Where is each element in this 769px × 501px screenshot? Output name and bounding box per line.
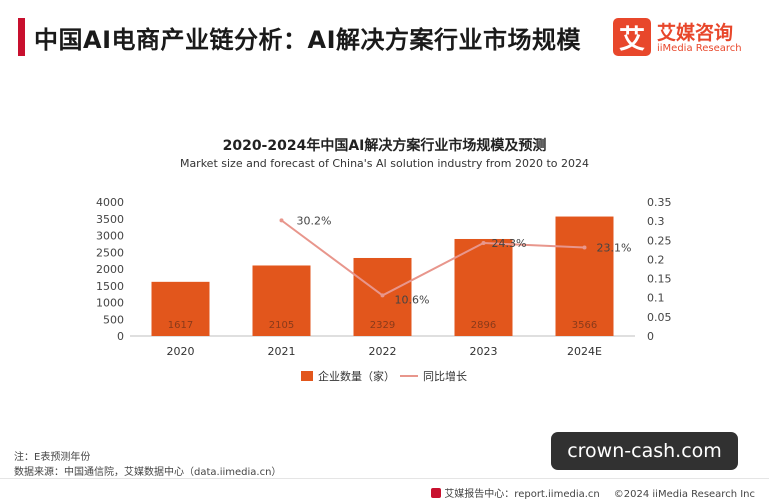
- growth-point: [380, 293, 385, 298]
- x-tick-label: 2020: [167, 345, 195, 358]
- watermark-badge: crown-cash.com: [551, 432, 738, 470]
- footer-report-link[interactable]: 艾媒报告中心：report.iimedia.cn: [444, 489, 600, 500]
- y-left-tick-label: 2000: [96, 263, 124, 276]
- bar: [555, 216, 614, 336]
- footer-copyright: ©2024 iiMedia Research Inc: [613, 489, 755, 500]
- y-right-tick-label: 0.25: [647, 234, 672, 247]
- x-tick-label: 2022: [369, 345, 397, 358]
- bar: [454, 238, 513, 336]
- bar-value-label: 2896: [471, 320, 496, 331]
- bar-value-label: 1617: [168, 320, 193, 331]
- y-left-tick-label: 0: [117, 330, 124, 343]
- growth-line: [280, 219, 585, 297]
- growth-label: 23.1%: [597, 242, 632, 255]
- y-left-tick-label: 3000: [96, 230, 124, 243]
- header: 中国AI电商产业链分析：AI解决方案行业市场规模 艾 艾媒咨询 iiMedia …: [0, 0, 769, 78]
- growth-label: 24.3%: [492, 237, 527, 250]
- footer-info: 艾媒报告中心：report.iimedia.cn ©2024 iiMedia Re…: [431, 485, 755, 500]
- growth-point: [279, 218, 284, 223]
- y-right-tick-label: 0.3: [647, 215, 665, 228]
- y-right-tick-label: 0.35: [647, 196, 672, 209]
- y-left-tick-label: 4000: [96, 196, 124, 209]
- title-accent-bar: [18, 18, 25, 56]
- x-tick-label: 2024E: [567, 345, 602, 358]
- legend-line-label: 同比增长: [423, 369, 467, 383]
- x-tick-label: 2021: [268, 345, 296, 358]
- growth-point: [582, 245, 587, 250]
- note-source: 数据来源：中国通信院，艾媒数据中心（data.iimedia.cn）: [14, 467, 282, 478]
- bar-value-label: 3566: [572, 320, 597, 331]
- x-tick-label: 2023: [470, 345, 498, 358]
- legend-bar-label: 企业数量（家）: [318, 369, 395, 383]
- legend-bar-swatch: [301, 371, 313, 381]
- y-left-tick-label: 3500: [96, 213, 124, 226]
- note-forecast: 注：E表预测年份: [14, 452, 91, 463]
- growth-label: 30.2%: [297, 214, 332, 227]
- logo-icon: 艾: [613, 18, 651, 56]
- y-right-tick-label: 0.1: [647, 292, 665, 305]
- y-left-tick-label: 1500: [96, 280, 124, 293]
- bar: [252, 265, 311, 336]
- chart-title: 2020-2024年中国AI解决方案行业市场规模及预测: [222, 138, 547, 154]
- y-right-tick-label: 0.15: [647, 273, 672, 286]
- growth-point: [481, 240, 486, 245]
- report-center-icon: [431, 488, 442, 498]
- logo-text-en: iiMedia Research: [657, 43, 742, 54]
- bar-value-label: 2329: [370, 320, 395, 331]
- y-right-tick-label: 0.05: [647, 311, 672, 324]
- bar-value-label: 2105: [269, 320, 294, 331]
- notes: 注：E表预测年份 数据来源：中国通信院，艾媒数据中心（data.iimedia.…: [14, 450, 281, 480]
- y-left-tick-label: 2500: [96, 246, 124, 259]
- bar: [151, 281, 210, 336]
- chart-subtitle: Market size and forecast of China's AI s…: [179, 157, 590, 170]
- footer: 艾媒报告中心：report.iimedia.cn ©2024 iiMedia Re…: [0, 478, 769, 501]
- page-title: 中国AI电商产业链分析：AI解决方案行业市场规模: [34, 26, 582, 54]
- y-left-tick-label: 500: [103, 313, 124, 326]
- logo-text-cn: 艾媒咨询: [657, 22, 734, 44]
- brand-logo[interactable]: 艾 艾媒咨询 iiMedia Research: [613, 18, 751, 60]
- growth-label: 10.6%: [395, 293, 430, 306]
- y-left-tick-label: 1000: [96, 297, 124, 310]
- y-right-tick-label: 0: [647, 330, 654, 343]
- y-right-tick-label: 0.2: [647, 253, 665, 266]
